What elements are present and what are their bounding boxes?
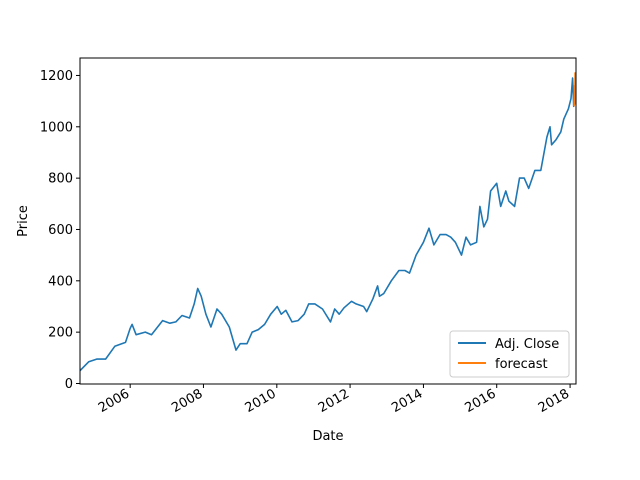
y-tick-label: 400: [48, 274, 73, 289]
x-axis: 2006 2008 2010 2012 2014 2016 2018: [96, 384, 572, 416]
y-tick-label: 200: [48, 326, 73, 341]
x-axis-label: Date: [312, 429, 343, 444]
y-axis-label: Price: [16, 205, 31, 237]
plot-frame: [79, 57, 577, 385]
x-tick-label: 2014: [389, 386, 425, 416]
y-tick-label: 600: [48, 223, 73, 238]
y-tick-label: 0: [65, 377, 73, 392]
y-axis: 0 200 400 600 800 1000 1200: [40, 69, 80, 392]
legend-label-forecast: forecast: [495, 357, 548, 372]
series-line-adj-close: [80, 77, 576, 372]
legend: Adj. Close forecast: [449, 330, 570, 378]
y-tick-label: 1000: [40, 120, 73, 135]
series-line-forecast: [573, 72, 576, 107]
x-tick-label: 2006: [96, 386, 132, 416]
series-lines: [80, 72, 576, 372]
x-tick-label: 2018: [536, 386, 572, 416]
x-tick-label: 2008: [169, 386, 205, 416]
y-tick-label: 800: [48, 172, 73, 187]
legend-label-adj-close: Adj. Close: [495, 337, 559, 352]
x-tick-label: 2016: [463, 386, 499, 416]
x-tick-label: 2010: [243, 386, 279, 416]
x-tick-label: 2012: [316, 386, 352, 416]
y-tick-label: 1200: [40, 69, 73, 84]
